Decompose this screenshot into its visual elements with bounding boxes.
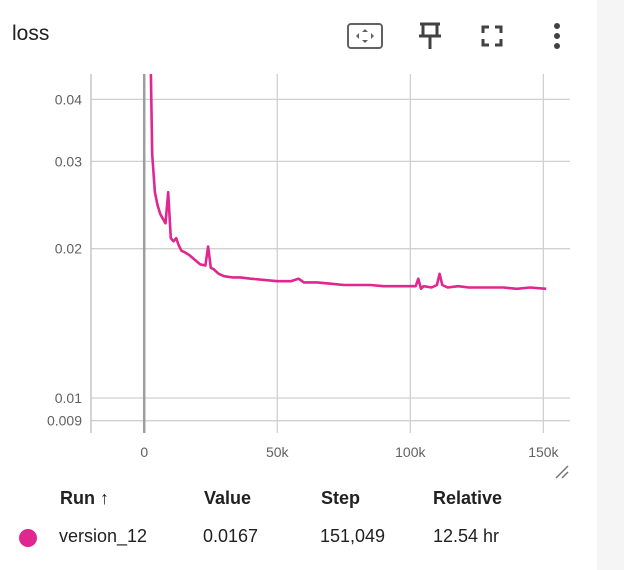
run-step: 151,049	[320, 526, 386, 546]
y-tick-label: 0.009	[47, 413, 82, 429]
pin-button[interactable]	[412, 18, 448, 54]
fullscreen-button[interactable]	[474, 18, 510, 54]
run-relative-time: 12.54 hr	[433, 526, 500, 546]
side-panel-edge	[597, 0, 624, 570]
step-column-header[interactable]: Step	[321, 488, 361, 508]
more-options-button[interactable]	[539, 18, 575, 54]
more-vert-icon	[554, 23, 560, 49]
value-column-header[interactable]: Value	[204, 488, 252, 508]
relative-column-header[interactable]: Relative	[433, 488, 503, 508]
x-tick-label: 100k	[395, 444, 426, 460]
run-value: 0.0167	[203, 526, 259, 546]
run-column-header[interactable]: Run ↑	[60, 488, 109, 508]
fit-domain-button[interactable]	[347, 18, 383, 54]
fit-domain-icon	[347, 23, 383, 49]
y-tick-label: 0.02	[55, 241, 82, 257]
y-tick-label: 0.04	[55, 91, 82, 107]
x-tick-label: 0	[140, 444, 148, 460]
pin-icon	[419, 22, 441, 49]
y-tick-label: 0.03	[55, 153, 82, 169]
fullscreen-icon	[481, 25, 503, 47]
y-tick-label: 0.01	[55, 390, 82, 406]
scalar-card: loss 0.009 0.01 0.02 0.03 0.04 0 50k 100k 150k R…	[0, 18, 597, 547]
resize-handle-icon[interactable]	[554, 464, 570, 480]
run-color-indicator	[19, 529, 37, 547]
card-title: loss	[12, 22, 50, 45]
x-tick-label: 50k	[266, 444, 290, 460]
loss-chart[interactable]: 0.009 0.01 0.02 0.03 0.04 0 50k 100k 150k	[0, 60, 597, 470]
series-line-version_12	[149, 74, 547, 291]
x-tick-label: 150k	[528, 444, 559, 460]
run-name: version_12	[59, 526, 148, 546]
